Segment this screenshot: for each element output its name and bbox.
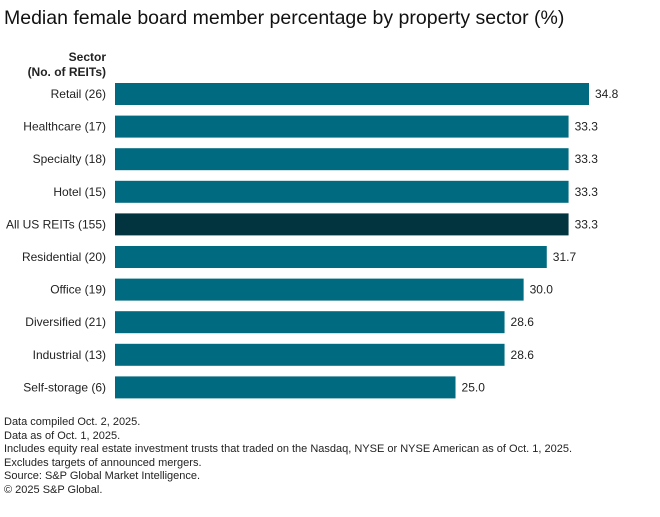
category-label-healthcare: Healthcare (17) <box>23 120 106 134</box>
value-label-all-us-reits: 33.3 <box>575 217 599 231</box>
footnote-includes: Includes equity real estate investment t… <box>4 443 573 456</box>
bar-diversified <box>115 311 505 334</box>
category-label-residential: Residential (20) <box>22 250 106 264</box>
value-label-diversified: 28.6 <box>511 315 535 329</box>
bar-group: Retail (26) 34.8 Healthcare (17) 33.3 Specia… <box>6 83 619 399</box>
bar-hotel <box>115 180 569 203</box>
category-label-all-us-reits: All US REITs (155) <box>6 217 106 231</box>
category-label-office: Office (19) <box>50 283 106 297</box>
footnote-copyright: © 2025 S&P Global. <box>4 483 103 496</box>
value-label-industrial: 28.6 <box>511 348 535 362</box>
bar-office <box>115 278 524 301</box>
value-label-specialty: 33.3 <box>575 152 599 166</box>
chart-title: Median female board member percentage by… <box>4 7 565 29</box>
footnotes: Data compiled Oct. 2, 2025. Data as of O… <box>4 416 572 498</box>
value-label-self-storage: 25.0 <box>462 380 486 394</box>
axis-header: Sector (No. of REITs) <box>0 50 106 80</box>
footnote-compiled: Data compiled Oct. 2, 2025. <box>4 416 141 428</box>
category-label-industrial: Industrial (13) <box>33 348 106 362</box>
category-label-self-storage: Self-storage (6) <box>23 380 106 394</box>
footnote-source: Source: S&P Global Market Intelligence. <box>4 470 201 483</box>
footnote-as-of: Data as of Oct. 1, 2025. <box>4 429 121 442</box>
bar-healthcare <box>115 115 569 138</box>
axis-header-line-2: (No. of REITs) <box>27 65 106 79</box>
value-label-office: 30.0 <box>530 283 554 297</box>
bar-industrial <box>115 343 505 366</box>
category-label-specialty: Specialty (18) <box>33 152 106 166</box>
bar-specialty <box>115 148 569 171</box>
category-label-diversified: Diversified (21) <box>25 315 106 329</box>
value-label-hotel: 33.3 <box>575 185 599 199</box>
bar-self-storage <box>115 376 456 399</box>
category-label-hotel: Hotel (15) <box>53 185 106 199</box>
value-label-residential: 31.7 <box>553 250 577 264</box>
category-label-retail: Retail (26) <box>51 87 106 101</box>
axis-header-line-1: Sector <box>68 50 106 64</box>
value-label-retail: 34.8 <box>595 87 619 101</box>
bar-residential <box>115 246 547 268</box>
bar-retail <box>115 83 589 105</box>
bar-chart: Retail (26) 34.8 Healthcare (17) 33.3 Specia… <box>6 83 619 399</box>
footnote-excludes: Excludes targets of announced mergers. <box>4 456 202 469</box>
value-label-healthcare: 33.3 <box>575 120 599 134</box>
bar-all-us-reits <box>115 213 569 236</box>
